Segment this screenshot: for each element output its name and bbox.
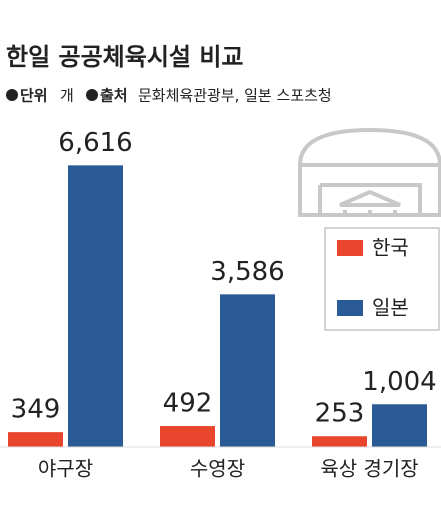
bar bbox=[372, 404, 427, 447]
bar bbox=[312, 436, 367, 447]
legend-label: 일본 bbox=[372, 296, 409, 320]
x-tick-label: 야구장 bbox=[38, 457, 93, 481]
bar bbox=[8, 432, 63, 447]
value-label: 1,004 bbox=[362, 367, 436, 397]
bar bbox=[220, 294, 275, 447]
chart-title: 한일 공공체육시설 비교 bbox=[6, 43, 244, 71]
unit: 개 bbox=[60, 87, 74, 105]
value-label: 349 bbox=[11, 395, 61, 425]
value-label: 492 bbox=[163, 389, 213, 419]
legend-swatch bbox=[337, 240, 363, 256]
legend-swatch bbox=[337, 300, 363, 316]
source: 문화체육관광부, 일본 스포츠청 bbox=[138, 87, 332, 105]
x-tick-label: 육상 경기장 bbox=[320, 457, 418, 481]
bullet bbox=[86, 89, 98, 101]
bar bbox=[160, 426, 215, 447]
stadium-icon bbox=[297, 127, 441, 217]
bullet bbox=[6, 89, 18, 101]
value-label: 3,586 bbox=[210, 257, 284, 287]
bar bbox=[68, 165, 123, 448]
x-tick-label: 수영장 bbox=[190, 457, 245, 481]
unit-label: 단위 bbox=[20, 87, 48, 105]
legend-label: 한국 bbox=[372, 236, 409, 260]
value-label: 6,616 bbox=[58, 128, 132, 158]
value-label: 253 bbox=[315, 399, 365, 429]
source-label: 출처 bbox=[100, 87, 128, 105]
